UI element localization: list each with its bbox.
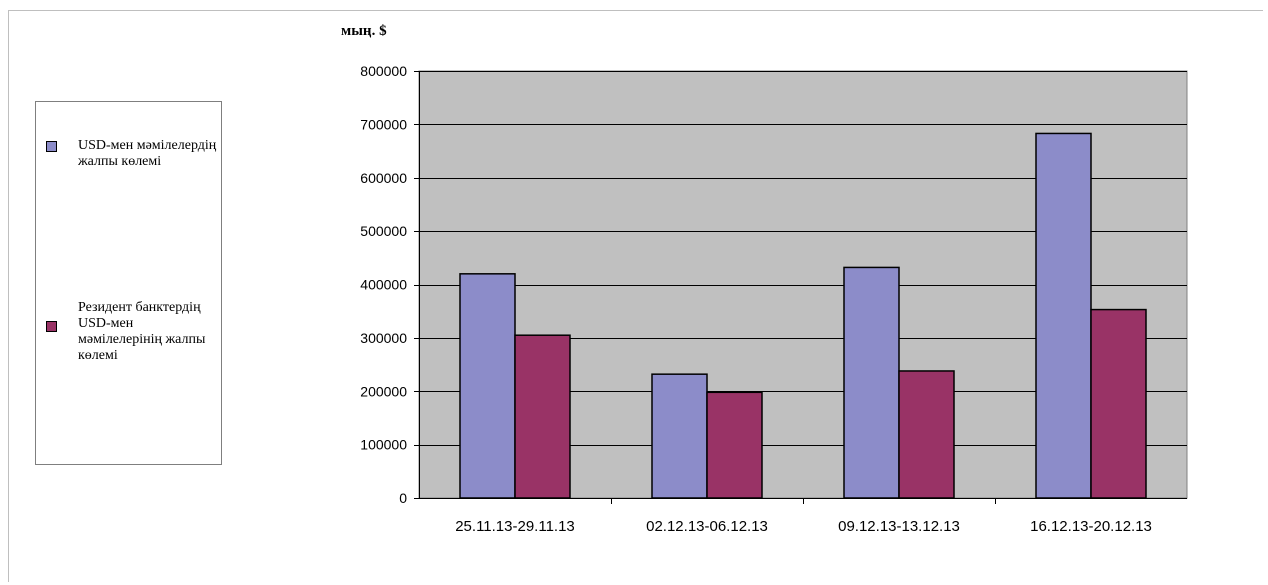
legend-label-resident-banks: Резидент банктердің USD-мен мәмілелеріні… <box>78 300 206 363</box>
y-tick-label: 700000 <box>360 116 407 132</box>
bar-series-2-2 <box>706 391 763 499</box>
y-tick-label: 600000 <box>360 170 407 186</box>
y-tick-label: 100000 <box>360 437 407 453</box>
y-tick-labels: 0 100000 200000 300000 400000 500000 600000 700… <box>360 63 407 506</box>
x-tick-labels: 25.11.13-29.11.13 02.12.13-06.12.13 09.12.… <box>455 518 1152 535</box>
legend-label-usd-total: USD-мен мәмілелердің жалпы көлемі <box>78 138 217 169</box>
bar-series-2-4 <box>1090 308 1147 499</box>
y-tick-label: 200000 <box>360 383 407 399</box>
x-tick-label: 02.12.13-06.12.13 <box>646 518 768 535</box>
bar-series-2-1 <box>514 334 571 499</box>
y-axis-label: мың. $ <box>341 23 387 39</box>
chart-frame <box>8 10 1263 582</box>
y-tick-label: 400000 <box>360 277 407 293</box>
bar-series-1-3 <box>843 266 900 499</box>
bars <box>459 132 1147 499</box>
y-tick-label: 300000 <box>360 330 407 346</box>
bar-series-2-3 <box>898 370 955 499</box>
x-tick-label: 09.12.13-13.12.13 <box>838 518 960 535</box>
bar-series-1-4 <box>1035 132 1092 499</box>
legend-swatch-resident-banks <box>46 321 57 332</box>
y-tick-label: 500000 <box>360 223 407 239</box>
x-tick-label: 16.12.13-20.12.13 <box>1030 518 1152 535</box>
bar-series-1-2 <box>651 373 708 499</box>
legend: USD-мен мәмілелердің жалпы көлемі Резиде… <box>35 101 222 465</box>
legend-swatch-usd-total <box>46 141 57 152</box>
bar-series-1-1 <box>459 273 516 499</box>
axes <box>414 71 1187 504</box>
y-tick-label: 0 <box>399 490 407 506</box>
y-tick-label: 800000 <box>360 63 407 79</box>
x-tick-label: 25.11.13-29.11.13 <box>455 518 575 535</box>
